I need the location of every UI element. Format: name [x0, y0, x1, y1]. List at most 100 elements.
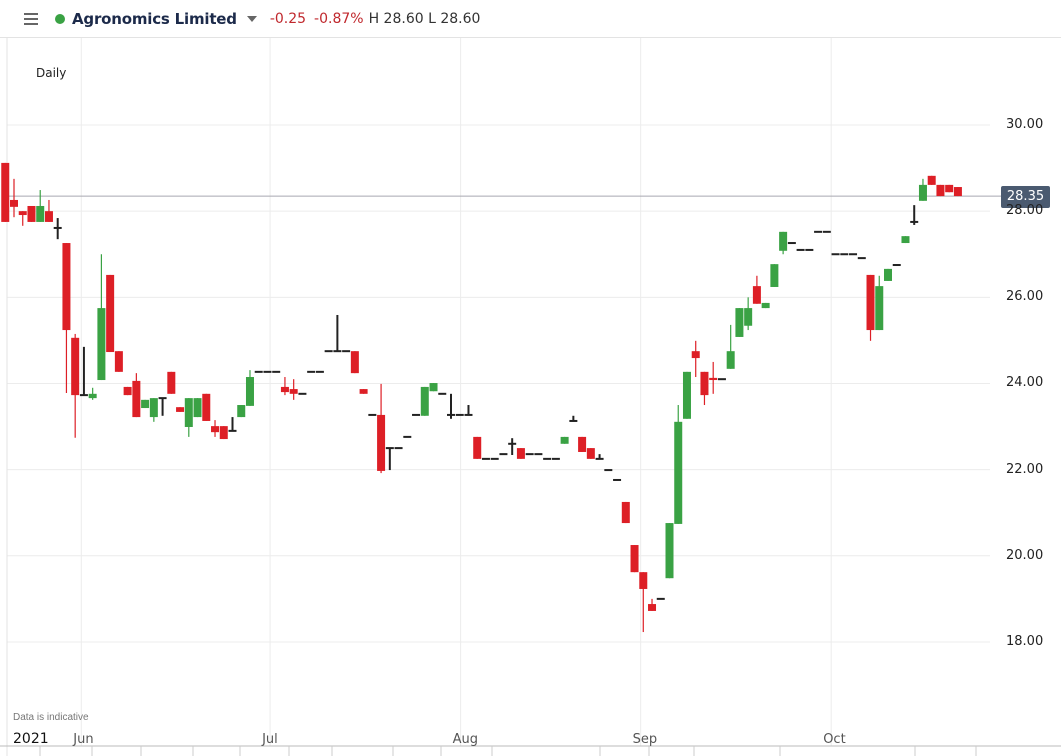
doji-candle: [717, 378, 726, 381]
down-candle: [691, 351, 700, 359]
y-tick-label: 28.00: [1006, 203, 1044, 219]
hamburger-menu-icon[interactable]: [24, 12, 38, 25]
doji-candle: [438, 392, 447, 395]
doji-candle: [272, 370, 281, 373]
doji-candle: [857, 257, 866, 260]
down-candle: [123, 386, 132, 396]
down-candle: [219, 426, 228, 440]
doji-candle: [481, 457, 490, 460]
chart-header: Agronomics Limited -0.25 -0.87% H 28.60 …: [0, 0, 1061, 38]
data-indicative-note: Data is indicative: [13, 712, 89, 723]
doji-candle: [447, 413, 455, 416]
doji-candle: [849, 253, 858, 256]
down-candle: [1, 162, 10, 222]
down-candle: [709, 377, 718, 381]
doji-candle: [595, 457, 604, 460]
up-candle: [726, 351, 735, 369]
doji-candle: [464, 413, 473, 416]
down-candle: [866, 274, 875, 331]
up-candle: [665, 523, 674, 579]
doji-candle: [831, 253, 840, 256]
down-candle: [516, 448, 525, 459]
down-candle: [648, 604, 657, 611]
down-candle: [350, 351, 359, 374]
up-candle: [744, 308, 753, 326]
down-candle: [132, 380, 141, 418]
up-candle: [918, 184, 927, 201]
doji-candle: [551, 457, 560, 460]
doji-candle: [910, 220, 919, 223]
up-candle: [735, 308, 744, 337]
up-candle: [770, 264, 779, 287]
price-change-percent: -0.87%: [314, 10, 364, 27]
up-candle: [88, 393, 97, 399]
y-tick-label: 18.00: [1006, 633, 1044, 649]
y-tick-label: 22.00: [1006, 461, 1044, 477]
up-candle: [193, 398, 202, 418]
up-candle: [560, 436, 569, 444]
x-tick-label: Jun: [73, 732, 94, 747]
doji-candle: [840, 253, 849, 256]
up-candle: [245, 377, 254, 406]
down-candle: [700, 371, 709, 396]
up-candle: [429, 383, 438, 392]
doji-candle: [315, 370, 324, 373]
price-change: -0.25: [269, 10, 307, 27]
doji-candle: [822, 230, 831, 233]
up-candle: [420, 386, 429, 416]
doji-candle: [394, 447, 403, 450]
doji-candle: [490, 457, 499, 460]
doji-candle: [805, 248, 814, 251]
doji-candle: [298, 392, 307, 395]
interval-label[interactable]: Daily: [36, 66, 67, 80]
chevron-down-icon[interactable]: [246, 15, 257, 22]
doji-candle: [796, 248, 805, 251]
doji-candle: [263, 370, 272, 373]
down-candle: [71, 337, 80, 396]
down-candle: [377, 414, 386, 471]
down-candle: [27, 205, 36, 222]
down-candle: [752, 286, 761, 304]
down-candle: [10, 199, 18, 207]
doji-candle: [892, 264, 901, 267]
up-candle: [875, 286, 884, 331]
up-candle: [779, 231, 788, 251]
down-candle: [202, 393, 211, 421]
x-tick-label: Sep: [632, 732, 658, 747]
down-candle: [621, 501, 630, 524]
x-tick-label: Aug: [452, 732, 478, 747]
down-candle: [936, 184, 945, 197]
up-candle: [36, 205, 45, 222]
doji-candle: [228, 429, 237, 432]
down-candle: [114, 351, 123, 372]
doji-candle: [79, 394, 88, 397]
doji-candle: [403, 435, 412, 438]
down-candle: [578, 436, 587, 452]
down-candle: [630, 545, 639, 573]
down-candle: [211, 426, 220, 433]
doji-candle: [368, 413, 377, 416]
doji-candle: [499, 453, 508, 456]
up-candle: [141, 399, 150, 409]
down-candle: [953, 187, 962, 197]
up-candle: [674, 421, 683, 524]
up-candle: [884, 268, 892, 281]
x-tick-label: Oct: [823, 732, 846, 747]
instrument-title[interactable]: Agronomics Limited: [72, 9, 237, 28]
doji-candle: [525, 453, 534, 456]
doji-candle: [412, 413, 421, 416]
doji-candle: [656, 597, 665, 600]
market-status-dot-icon: [55, 13, 65, 24]
doji-candle: [508, 442, 517, 445]
down-candle: [927, 175, 936, 185]
doji-candle: [385, 447, 394, 450]
up-candle: [761, 302, 770, 309]
up-candle: [682, 371, 691, 419]
down-candle: [473, 436, 482, 459]
up-candle: [97, 308, 106, 381]
up-candle: [237, 405, 246, 418]
doji-candle: [534, 453, 543, 456]
down-candle: [359, 389, 368, 394]
current-price-label: 28.35: [1001, 186, 1050, 208]
